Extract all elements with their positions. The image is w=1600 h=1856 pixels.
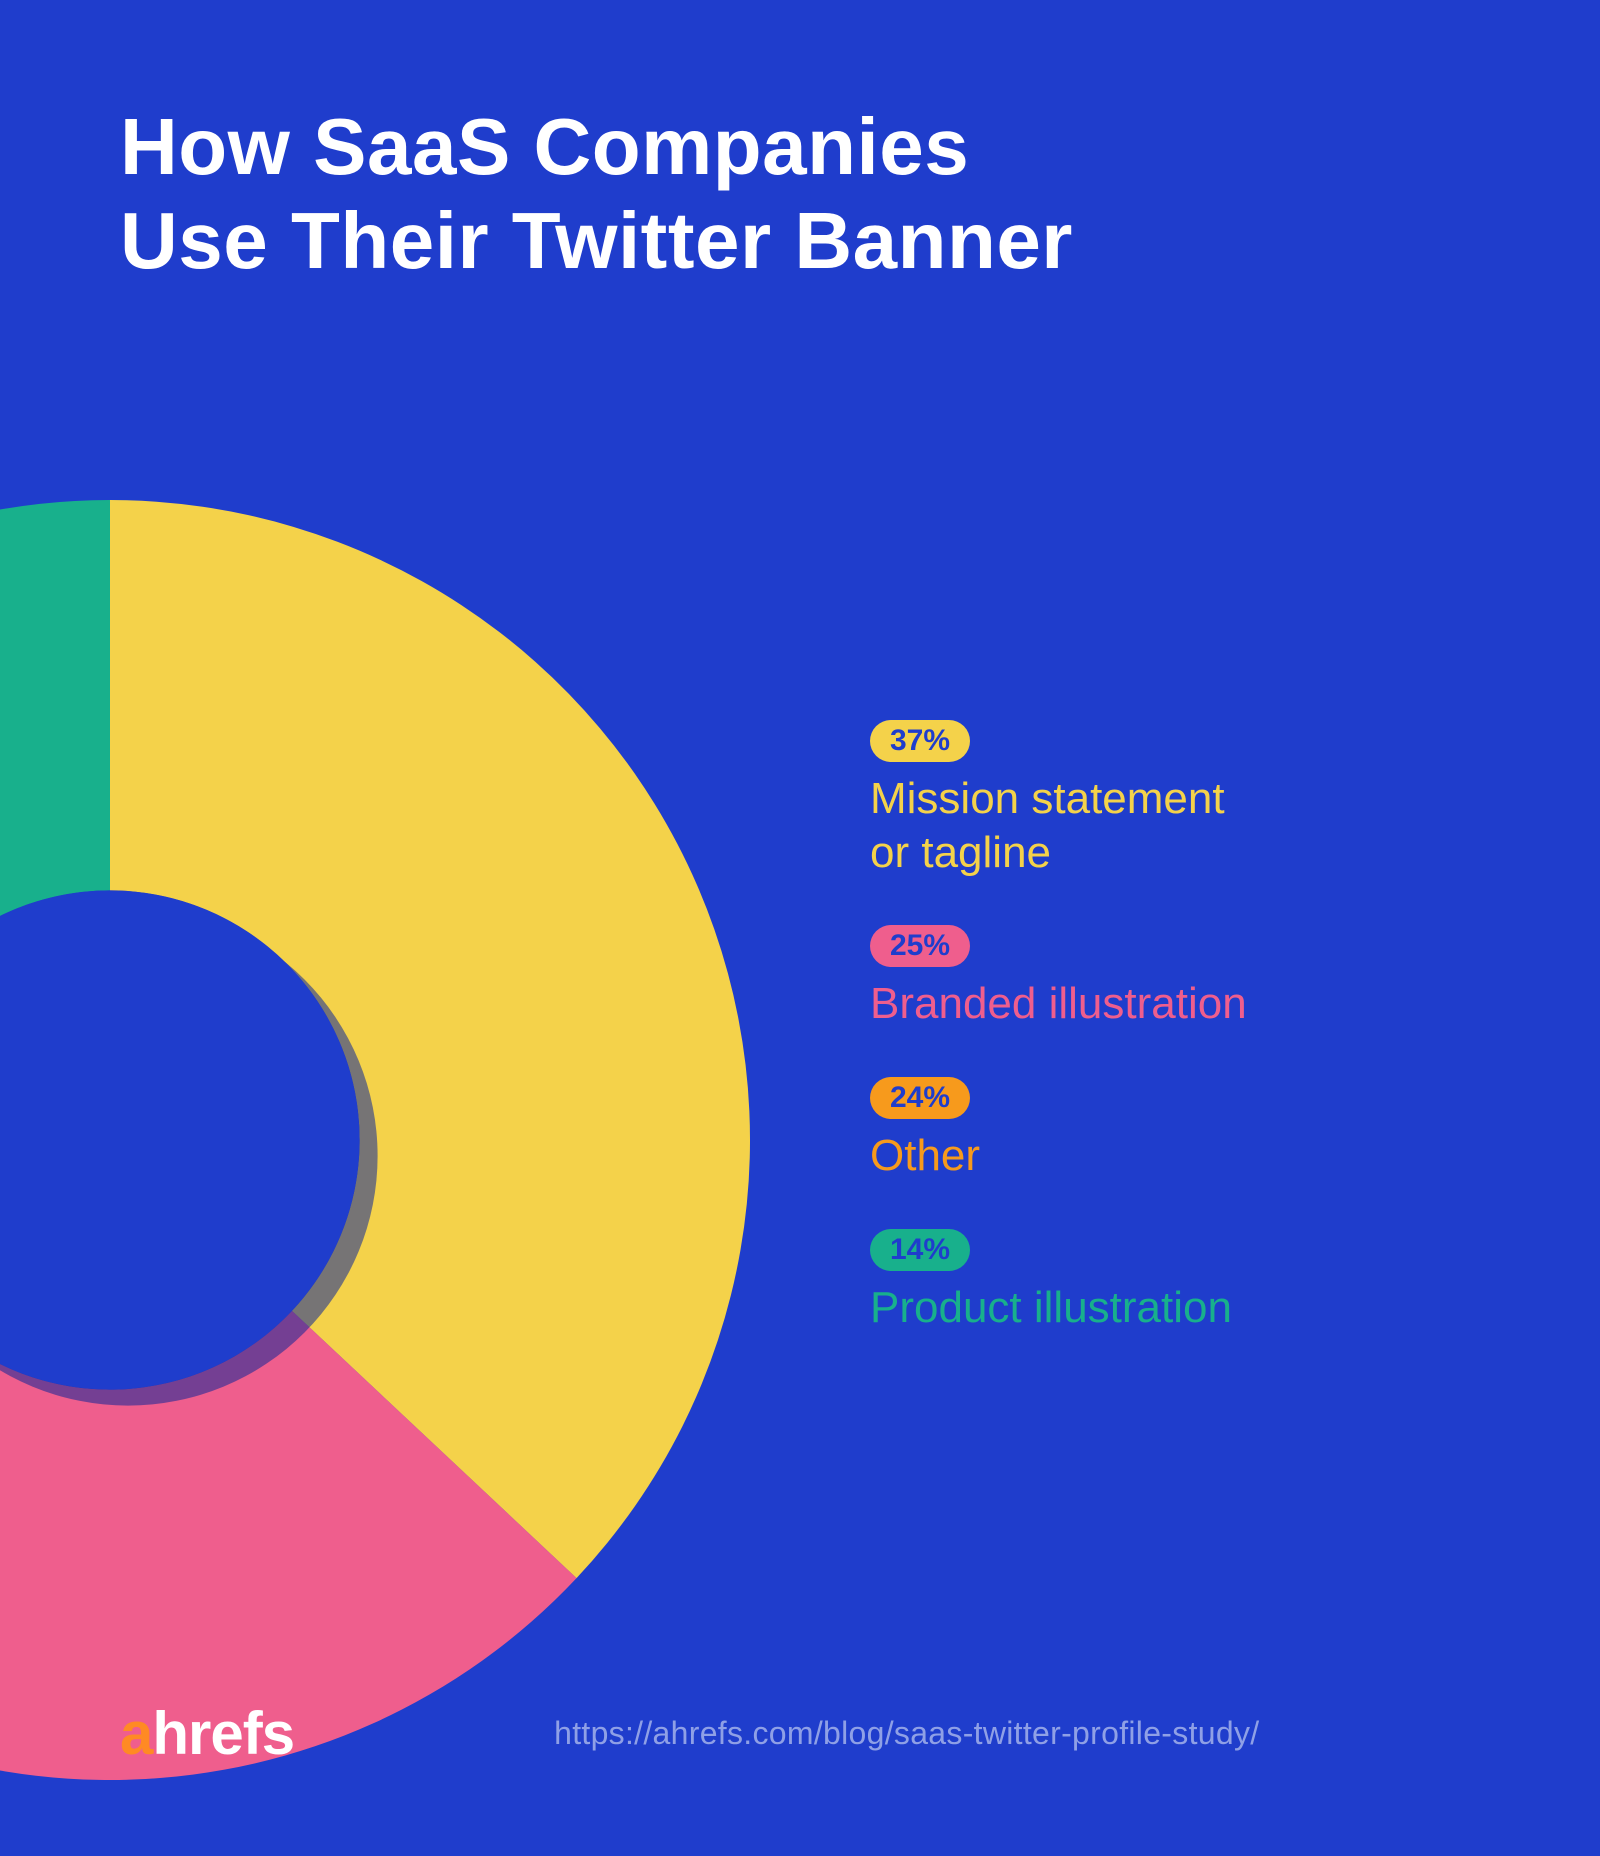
chart-title: How SaaS Companies Use Their Twitter Ban… (120, 100, 1500, 289)
legend-label: Other (870, 1129, 980, 1183)
legend-badge: 14% (870, 1229, 970, 1271)
donut-svg (0, 490, 760, 1790)
brand-logo: ahrefs (120, 1699, 294, 1768)
infographic-canvas: How SaaS Companies Use Their Twitter Ban… (0, 0, 1600, 1856)
legend-label: Product illustration (870, 1281, 1232, 1335)
source-url: https://ahrefs.com/blog/saas-twitter-pro… (554, 1715, 1259, 1752)
legend-item-0: 37% Mission statement or tagline (870, 720, 1247, 879)
donut-chart (0, 490, 760, 1790)
legend-label: Branded illustration (870, 977, 1247, 1031)
legend: 37% Mission statement or tagline 25% Brande… (870, 720, 1247, 1334)
legend-badge: 37% (870, 720, 970, 762)
logo-rest: hrefs (152, 1700, 294, 1767)
legend-item-3: 14% Product illustration (870, 1229, 1247, 1335)
legend-item-2: 24% Other (870, 1077, 1247, 1183)
legend-item-1: 25% Branded illustration (870, 925, 1247, 1031)
legend-badge: 25% (870, 925, 970, 967)
footer: ahrefs https://ahrefs.com/blog/saas-twit… (0, 1699, 1600, 1768)
legend-badge: 24% (870, 1077, 970, 1119)
legend-label: Mission statement or tagline (870, 772, 1225, 879)
logo-letter-a: a (120, 1700, 152, 1767)
